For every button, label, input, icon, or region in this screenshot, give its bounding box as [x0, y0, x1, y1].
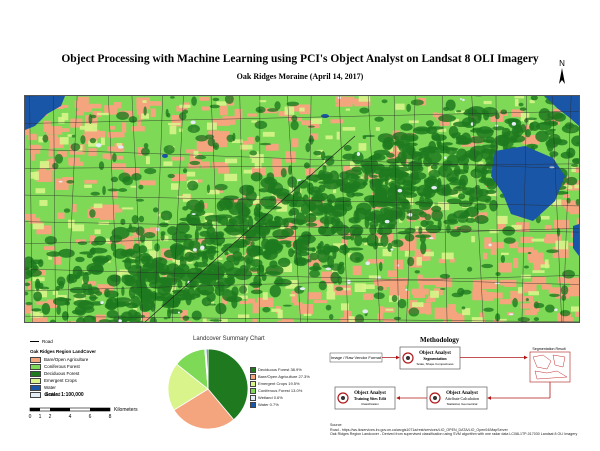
legend-item-label: Deciduous Forest — [44, 371, 80, 376]
pie-legend-label: Coniferous Forest 13.0% — [258, 388, 303, 393]
landcover-map[interactable] — [24, 95, 580, 323]
legend-items: Bare/Open Agriculture Coniferous Forest De… — [30, 356, 150, 398]
source-road: Road - https://ws.lioservices.lrc.gov.on… — [330, 427, 508, 432]
legend-item: Coniferous Forest — [30, 363, 150, 370]
highway-road — [144, 135, 356, 322]
pie-slice — [167, 363, 209, 411]
methodology-diagram: Image / Raw Vendor Format Object Analyst… — [329, 346, 571, 410]
pie-legend-swatch — [250, 380, 256, 387]
legend-swatch — [30, 384, 41, 391]
lake — [491, 146, 565, 221]
legend-item: Bare/Open Agriculture — [30, 356, 150, 363]
chart-title: Landcover Summary Chart — [193, 336, 265, 342]
legend-item-label: Water — [44, 385, 56, 390]
pie-legend-item: Emergent Crops 19.5% — [250, 380, 310, 387]
pie-slice — [207, 348, 249, 421]
pie-legend-label: Deciduous Forest 38.9% — [258, 367, 302, 372]
pie-legend-label: Emergent Crops 19.5% — [258, 381, 300, 386]
legend-swatch — [30, 391, 41, 398]
train-desc: Classification — [361, 402, 379, 406]
road-line-icon — [30, 341, 39, 342]
scale-tick-label: 2 — [49, 414, 52, 420]
seg-title: Object Analyst — [419, 351, 451, 356]
seg-result-label: Segmentation Result — [532, 347, 565, 351]
legend-swatch — [30, 377, 41, 384]
map-legend: Road Oak Ridges Region LandCover Bare/Op… — [30, 338, 150, 398]
seg-sub: Segmentation — [423, 356, 447, 361]
north-arrow-icon: N — [559, 59, 565, 84]
legend-road-label: Road — [42, 339, 53, 344]
train-sub: Training Sites Edit — [354, 396, 387, 401]
method-input-label: Image / Raw Vendor Format — [331, 355, 382, 360]
legend-swatch — [30, 370, 41, 377]
pie-legend-swatch — [250, 373, 256, 380]
pie-legend-item: Deciduous Forest 38.9% — [250, 366, 310, 373]
attr-title: Object Analyst — [446, 391, 478, 396]
source-notes: Source: Road - https://ws.lioservices.lr… — [330, 423, 590, 437]
map-subtitle: Oak Ridges Moraine (April 14, 2017) — [236, 72, 364, 81]
object-analyst-icon — [402, 352, 414, 364]
seg-desc: Scale, Shape Compactness — [416, 362, 454, 366]
object-analyst-icon — [429, 392, 441, 404]
north-label: N — [559, 59, 565, 68]
map-title: Object Processing with Machine Learning … — [61, 53, 539, 65]
source-heading: Source: — [330, 423, 343, 427]
legend-item: Wetland — [30, 391, 150, 398]
pie-legend-swatch — [250, 394, 256, 401]
pie-legend-item: Bare/Open Agriculture 27.3% — [250, 373, 310, 380]
scale-label: Scale: 1:100,000 — [45, 392, 84, 398]
legend-road-row: Road — [30, 338, 150, 345]
scale-unit-label: Kilometers — [114, 407, 138, 413]
legend-item-label: Wetland — [44, 392, 61, 397]
legend-item-label: Coniferous Forest — [44, 364, 80, 369]
landcover-pie-chart — [167, 348, 249, 430]
pie-legend: Deciduous Forest 38.9% Bare/Open Agricult… — [250, 366, 310, 408]
legend-item-label: Bare/Open Agriculture — [44, 357, 89, 362]
scale-tick-label: 0 — [29, 414, 32, 420]
train-title: Object Analyst — [354, 391, 386, 396]
pie-slice — [205, 348, 209, 390]
methodology-title: Methodology — [420, 336, 460, 344]
pie-legend-item: Wetland 0.6% — [250, 394, 310, 401]
scale-tick-label: 1 — [39, 414, 42, 420]
pie-legend-swatch — [250, 401, 256, 408]
source-landcover: Oak Ridges Region Landcover - Derived fr… — [330, 432, 578, 437]
scale-tick-label: 4 — [69, 414, 72, 420]
legend-item: Water — [30, 384, 150, 391]
legend-item: Emergent Crops — [30, 377, 150, 384]
legend-group-title: Oak Ridges Region LandCover — [30, 349, 97, 354]
pie-legend-swatch — [250, 366, 256, 373]
pie-legend-label: Wetland 0.6% — [258, 395, 283, 400]
pie-legend-label: Water 0.7% — [258, 402, 279, 407]
scale-tick-label: 6 — [89, 414, 92, 420]
attr-sub: Attribute Calculation — [445, 396, 479, 401]
pie-legend-item: Water 0.7% — [250, 401, 310, 408]
object-analyst-icon — [337, 392, 349, 404]
pie-legend-item: Coniferous Forest 13.0% — [250, 387, 310, 394]
legend-swatch — [30, 356, 41, 363]
legend-item-label: Emergent Crops — [44, 378, 77, 383]
attr-desc: Statistical, Geometrical — [447, 402, 478, 406]
legend-item: Deciduous Forest — [30, 370, 150, 377]
pie-legend-label: Bare/Open Agriculture 27.3% — [258, 374, 310, 379]
pie-slice — [173, 388, 235, 430]
pie-legend-swatch — [250, 387, 256, 394]
scale-tick-label: 8 — [109, 414, 112, 420]
legend-swatch — [30, 363, 41, 370]
